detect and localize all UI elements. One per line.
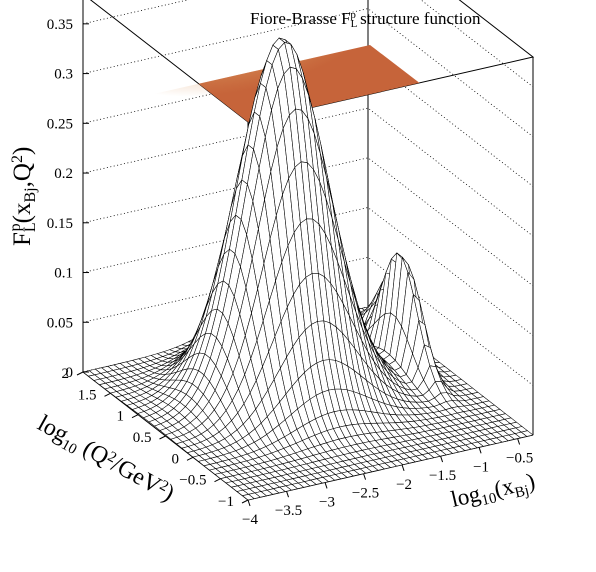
z-tick-label: 0.05 [47, 315, 73, 331]
x-tick-label: −2 [396, 477, 412, 493]
z-tick-label: 0.15 [47, 216, 73, 232]
surface-mesh [82, 37, 534, 501]
x-tick-label: −3 [319, 494, 335, 510]
y-tick-label: −0.5 [179, 473, 206, 489]
x-tick-label: −0.5 [506, 451, 533, 467]
x-tick-label: −1.5 [429, 468, 456, 484]
y-tick-label: 1.5 [78, 387, 97, 403]
x-axis-label: log10(xBj) [449, 468, 539, 515]
x-tick-label: −2.5 [352, 486, 379, 502]
x-tick-label: −3.5 [275, 503, 302, 519]
x-tick-label: −4 [242, 512, 258, 528]
y-tick-label: 0.5 [133, 430, 152, 446]
y-tick-label: 2 [62, 366, 70, 382]
y-tick-label: −1 [218, 494, 234, 510]
x-tick-label: −1 [473, 459, 489, 475]
z-axis-label: FLp(xBj,Q2) [7, 147, 38, 246]
y-tick-label: 0 [172, 451, 180, 467]
axis-ticks: 0 0.05 0.1 0.15 0.2 0.25 0.3 0.35 −1 −0.5 0 0.5 1 1.5… [47, 17, 533, 528]
z-tick-label: 0.3 [54, 67, 73, 83]
z-tick-label: 0.25 [47, 116, 73, 132]
z-tick-label: 0.2 [54, 166, 73, 182]
y-tick-label: 1 [117, 409, 125, 425]
z-tick-label: 0 [66, 365, 74, 381]
z-tick-label: 0.1 [54, 266, 73, 282]
z-tick-label: 0.35 [47, 17, 73, 33]
chart-title: Fiore-Brasse FLp structure function [250, 9, 481, 30]
